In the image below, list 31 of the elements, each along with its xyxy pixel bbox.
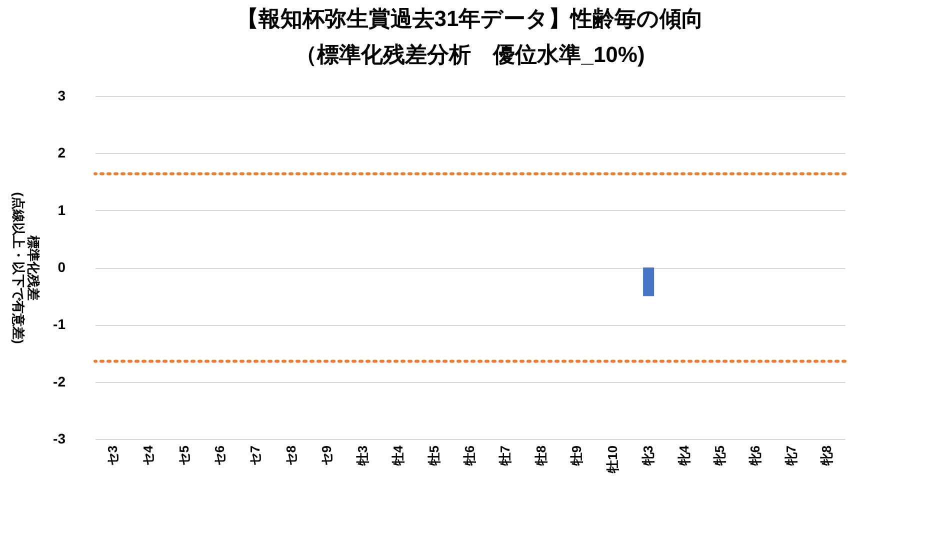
x-tick-label: 牡8 bbox=[533, 446, 548, 467]
x-tick-label: 牡10 bbox=[604, 446, 620, 474]
y-tick-label: 1 bbox=[58, 202, 66, 218]
x-tick-label: 牝6 bbox=[748, 446, 763, 467]
y-tick-label: -3 bbox=[53, 430, 66, 446]
y-tick-label: 0 bbox=[58, 259, 66, 275]
chart-title: 【報知杯弥生賞過去31年データ】性齢毎の傾向 bbox=[236, 6, 704, 31]
x-tick-label: セ4 bbox=[140, 444, 156, 466]
x-tick-label: 牝7 bbox=[783, 446, 798, 467]
y-axis-title: 標準化残差 (点線以上・以下で有意差) bbox=[11, 192, 42, 344]
x-tick-label: セ5 bbox=[176, 446, 192, 466]
x-tick-label: セ3 bbox=[104, 446, 120, 466]
x-tick-label: 牡7 bbox=[498, 446, 513, 467]
x-tick-label: 牡3 bbox=[354, 446, 370, 467]
x-tick-label: 牝4 bbox=[676, 444, 692, 467]
x-tick-label: 牡4 bbox=[390, 444, 406, 467]
chart-subtitle: （標準化残差分析 優位水準_10%) bbox=[295, 42, 645, 67]
x-tick-label: 牡6 bbox=[462, 446, 477, 467]
x-tick-label: セ7 bbox=[248, 446, 263, 466]
x-tick-label: 牡5 bbox=[426, 446, 442, 467]
x-tick-label: セ9 bbox=[319, 446, 334, 466]
y-tick-label: -1 bbox=[53, 316, 66, 332]
y-tick-label: 2 bbox=[58, 144, 66, 161]
y-tick-label: -2 bbox=[53, 373, 66, 390]
x-tick-label: セ6 bbox=[212, 446, 227, 466]
x-tick-label: 牡9 bbox=[569, 446, 584, 467]
y-tick-label: 3 bbox=[58, 88, 66, 104]
x-tick-label: 牝3 bbox=[640, 446, 656, 467]
x-tick-label: セ8 bbox=[283, 446, 298, 466]
x-tick-label: 牝5 bbox=[712, 446, 727, 467]
x-tick-label: 牝8 bbox=[819, 446, 834, 467]
